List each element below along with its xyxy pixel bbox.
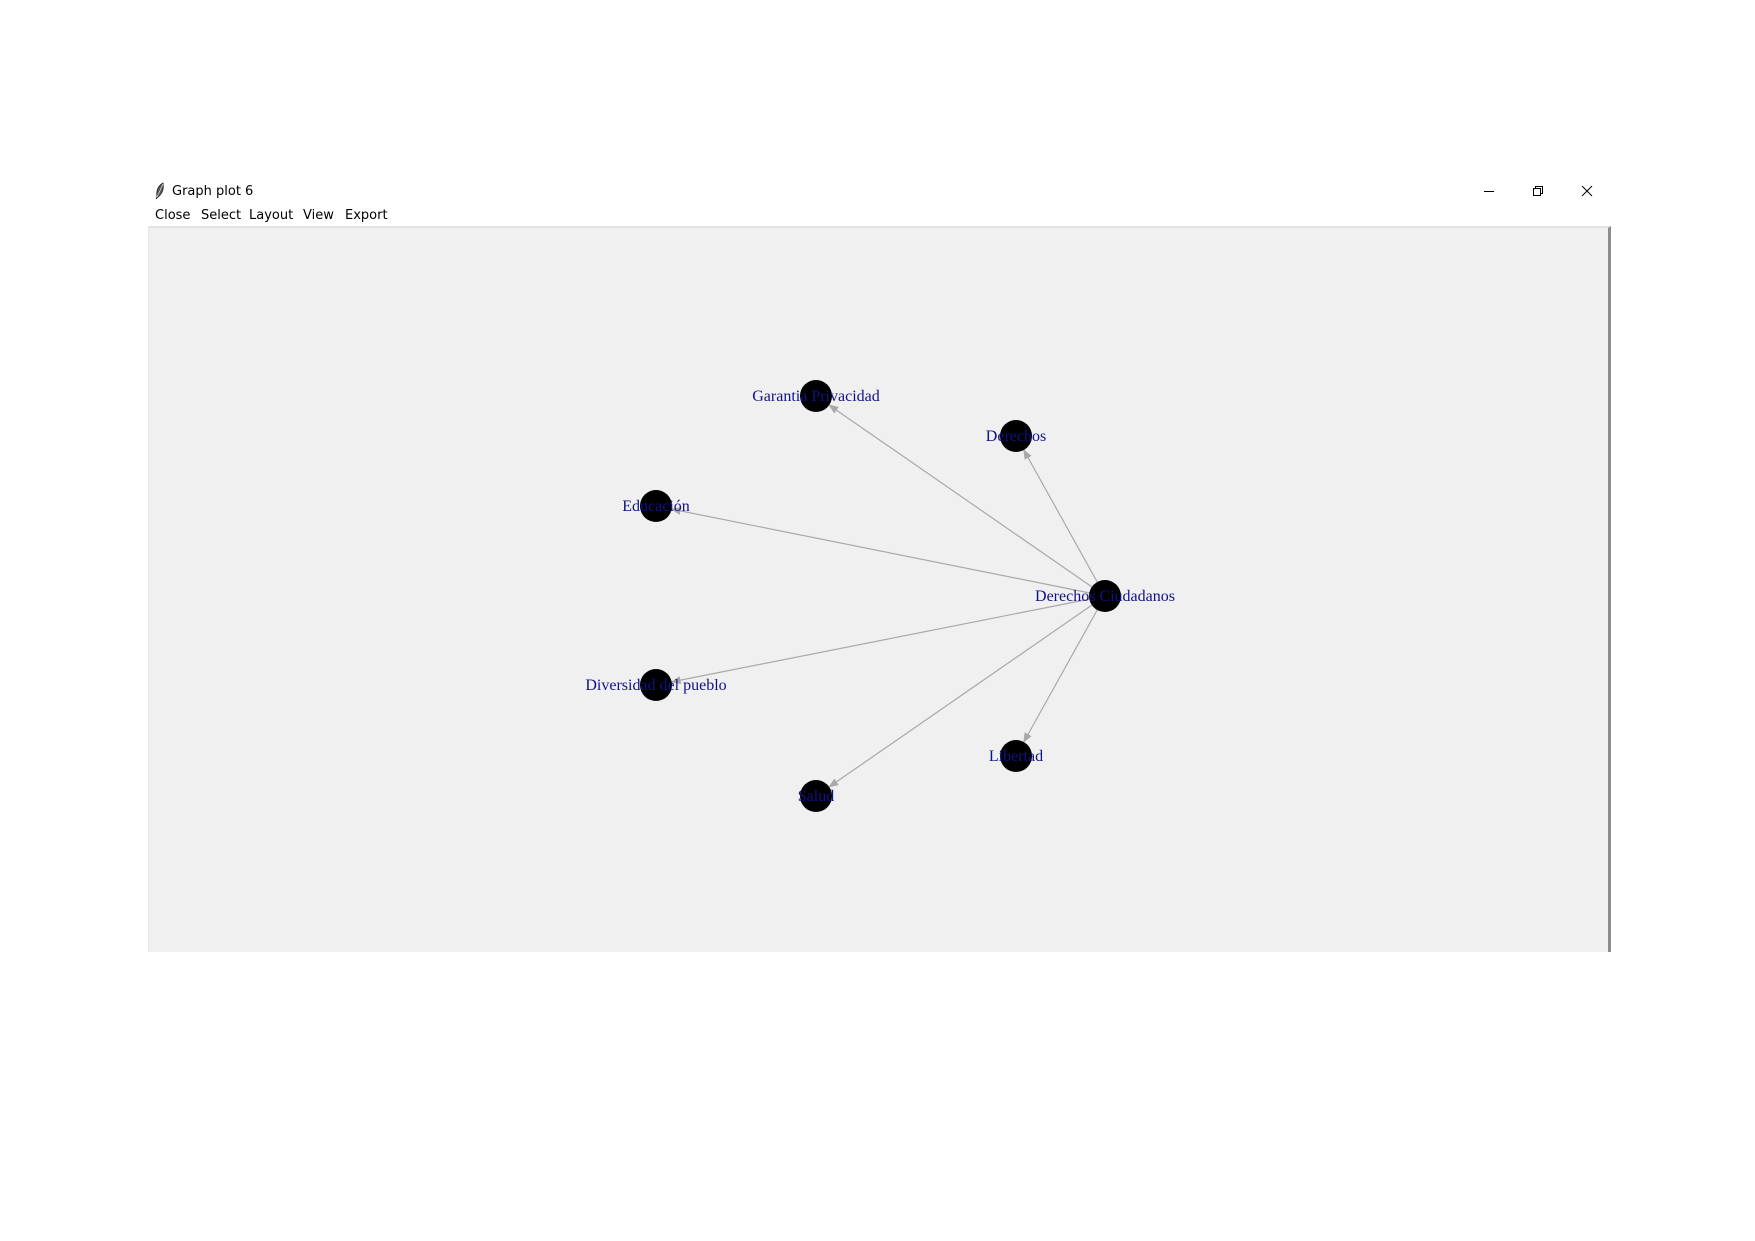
menu-layout[interactable]: Layout	[249, 208, 294, 223]
node-label: Salud	[798, 788, 834, 805]
node-circle[interactable]	[640, 490, 672, 522]
graph-canvas[interactable]: Derechos Ciudadanos Garantia Privacidad De…	[148, 226, 1611, 952]
node-garantia-privacidad[interactable]: Garantia Privacidad	[752, 380, 880, 412]
node-circle[interactable]	[640, 669, 672, 701]
menu-select[interactable]: Select	[201, 208, 242, 223]
close-icon	[1581, 185, 1593, 197]
node-circle[interactable]	[800, 380, 832, 412]
graph-plot-window: Graph plot 6 Close Select Layout View Ex…	[148, 176, 1615, 952]
menu-bar: Close Select Layout View Export	[148, 206, 1615, 226]
node-salud[interactable]: Salud	[798, 780, 834, 812]
node-derechos-ciudadanos[interactable]: Derechos Ciudadanos	[1035, 580, 1175, 612]
node-circle[interactable]	[1089, 580, 1121, 612]
node-libertad[interactable]: Libertad	[989, 740, 1043, 772]
edge-derechos-ciudadanos-to-derechos[interactable]	[1023, 449, 1098, 583]
node-derechos[interactable]: Derechos	[986, 420, 1046, 452]
node-diversidad[interactable]: Diversidad del pueblo	[585, 669, 727, 701]
minimize-icon	[1484, 191, 1494, 192]
menu-export[interactable]: Export	[345, 208, 388, 223]
node-circle[interactable]	[800, 780, 832, 812]
edge-derechos-ciudadanos-to-diversidad[interactable]	[670, 598, 1090, 685]
node-label: Derechos Ciudadanos	[1035, 588, 1175, 605]
edge-derechos-ciudadanos-to-libertad[interactable]	[1023, 609, 1098, 743]
node-label: Educación	[622, 498, 690, 515]
node-label: Diversidad del pueblo	[585, 677, 726, 694]
restore-icon	[1533, 186, 1543, 196]
edge-derechos-ciudadanos-to-educacion[interactable]	[670, 506, 1090, 594]
node-label: Libertad	[989, 748, 1043, 765]
title-bar[interactable]: Graph plot 6	[148, 176, 1615, 206]
node-circle[interactable]	[1000, 420, 1032, 452]
restore-button[interactable]	[1514, 176, 1562, 206]
close-button[interactable]	[1563, 176, 1611, 206]
edge-derechos-ciudadanos-to-salud[interactable]	[828, 604, 1093, 788]
edge-derechos-ciudadanos-to-garantia-privacidad[interactable]	[828, 404, 1093, 588]
node-label: Garantia Privacidad	[752, 388, 880, 405]
minimize-button[interactable]	[1465, 176, 1513, 206]
menu-close[interactable]: Close	[155, 208, 191, 223]
feather-icon	[155, 182, 164, 200]
network-graph[interactable]: Derechos Ciudadanos Garantia Privacidad De…	[149, 228, 1609, 950]
menu-view[interactable]: View	[303, 208, 334, 223]
node-label: Derechos	[986, 428, 1046, 445]
node-educacion[interactable]: Educación	[622, 490, 690, 522]
window-title: Graph plot 6	[172, 184, 254, 199]
node-circle[interactable]	[1000, 740, 1032, 772]
